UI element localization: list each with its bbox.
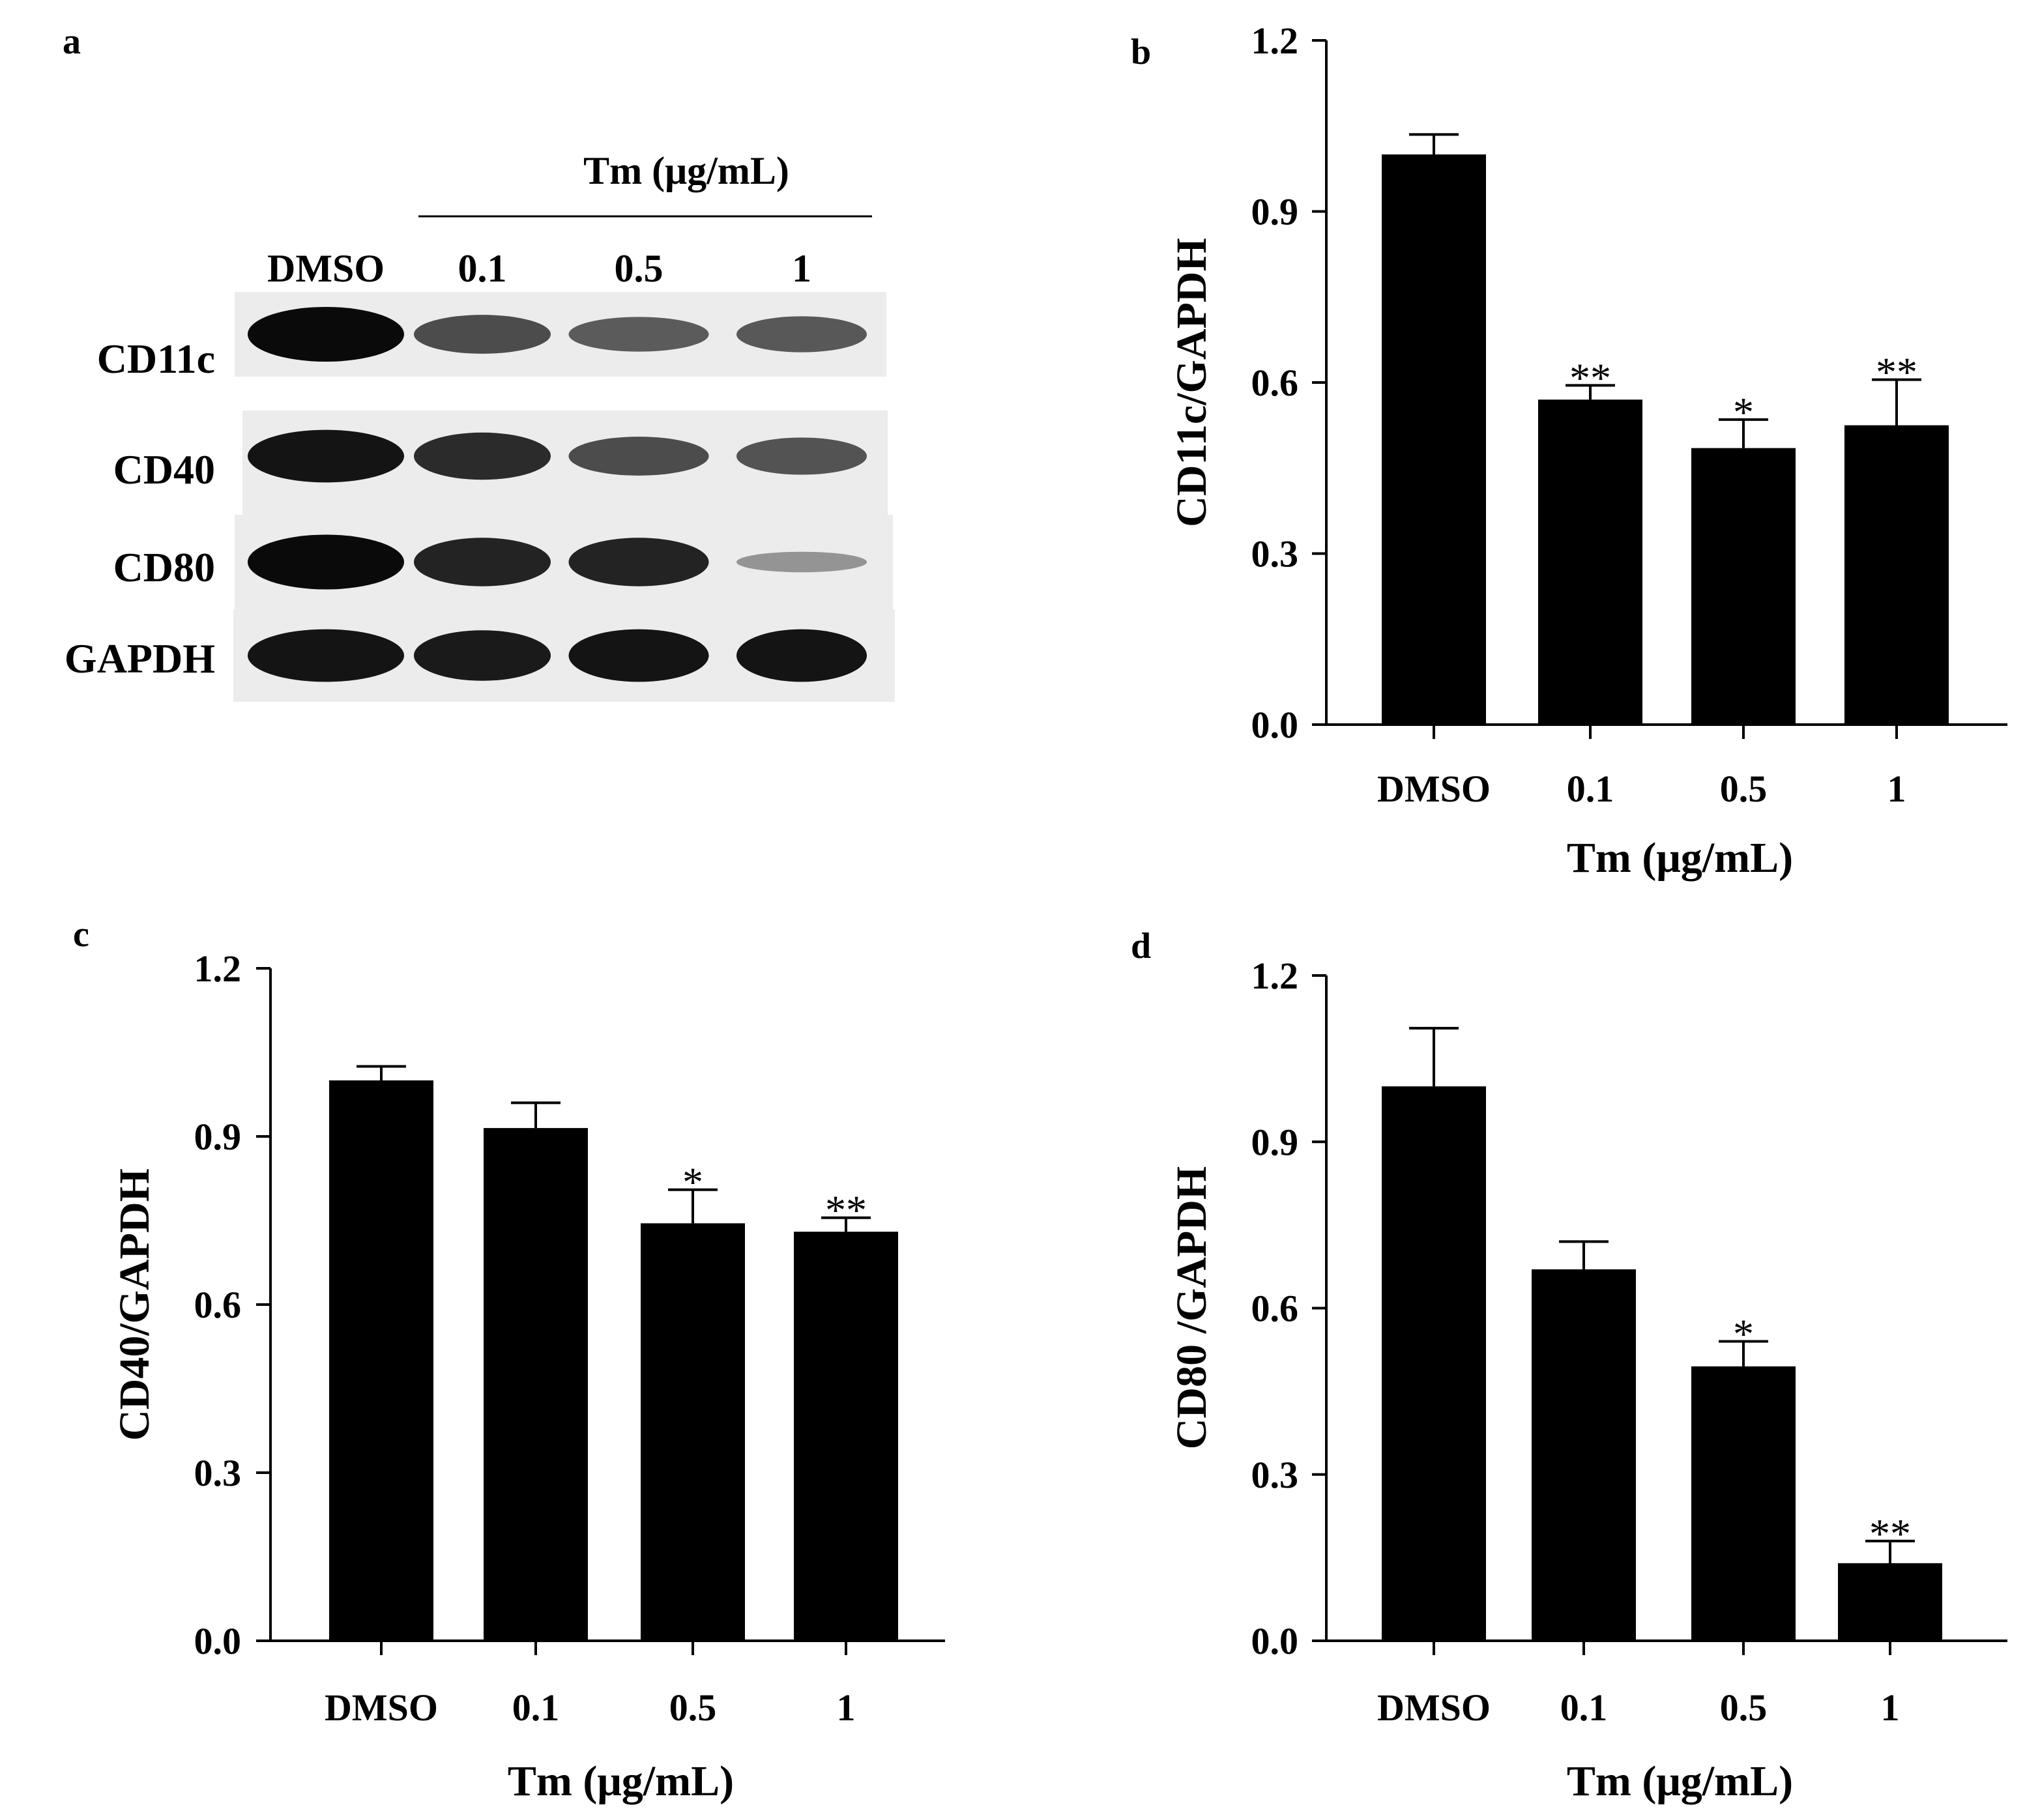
x-tick-label: 1 [1887,768,1906,810]
y-tick-label: 0.9 [1251,191,1299,233]
x-tick-label: 0.1 [1567,768,1614,810]
significance-marker: ** [1569,354,1611,401]
x-tick-label: 0.5 [1720,768,1768,810]
blot-band [568,629,709,682]
blot-band [736,551,867,573]
bar [1382,154,1486,725]
western-blot: Tm (μg/mL) DMSO 0.1 0.5 1 CD11c CD40 CD8… [65,149,895,702]
x-axis-label: Tm (μg/mL) [508,1757,734,1805]
blot-band [248,429,404,483]
bar [329,1080,433,1641]
x-tick-label: DMSO [1377,1686,1491,1729]
blot-band [736,437,867,475]
x-axis-label: Tm (μg/mL) [1567,834,1793,882]
bar [794,1232,898,1641]
significance-marker: * [1733,389,1754,435]
blot-band [248,534,404,590]
chart-cd40: 0.0 0.3 0.6 0.9 1.2 CD40/GAPDH Tm (μg/mL) DMSO 0… [111,947,945,1805]
chart-cd80: 0.0 0.3 0.6 0.9 1.2 CD80 /GAPDH Tm (μg/mL) DMSO… [1168,955,2007,1805]
panel-label-a: a [63,22,81,62]
x-tick-label: DMSO [325,1686,438,1729]
blot-band [736,316,867,353]
x-tick-label: 0.1 [1560,1686,1608,1729]
blot-strips [233,292,895,702]
significance-marker: ** [825,1187,867,1234]
y-tick-label: 0.3 [1251,1454,1299,1496]
blot-band [248,307,404,362]
blot-band [248,629,404,682]
bar [1691,1366,1796,1641]
blot-row-label-gapdh: GAPDH [65,635,215,682]
bar [1691,448,1796,725]
blot-row-label-cd80: CD80 [113,544,215,590]
blot-row-label-cd40: CD40 [113,446,215,493]
blot-band [414,432,551,480]
y-axis-label: CD40/GAPDH [111,1168,158,1441]
blot-band [568,437,709,476]
blot-lane-label-0-1: 0.1 [458,247,507,290]
y-tick-label: 0.9 [194,1116,242,1158]
bar [1532,1269,1636,1641]
blot-band [568,538,709,586]
blot-lane-label-1: 1 [792,247,811,290]
blot-band [414,630,551,681]
blot-band [414,315,551,354]
y-tick-label: 0.0 [1251,704,1299,746]
bar [1838,1563,1942,1641]
y-tick-label: 0.0 [194,1620,242,1662]
y-tick-label: 0.6 [1251,1288,1299,1330]
panel-label-c: c [73,914,89,955]
significance-marker: ** [1876,349,1917,396]
blot-row-label-cd11c: CD11c [97,336,215,382]
significance-marker: ** [1869,1510,1911,1557]
panel-label-b: b [1131,32,1151,72]
significance-marker: * [682,1159,703,1206]
bar [1382,1086,1486,1641]
blot-band [414,538,551,586]
y-tick-label: 0.3 [194,1452,242,1494]
bar [1844,425,1949,725]
y-axis-label: CD80 /GAPDH [1168,1166,1216,1449]
x-axis-label: Tm (μg/mL) [1567,1757,1793,1805]
panel-label-d: d [1131,926,1151,966]
x-tick-label: 1 [837,1686,856,1729]
y-tick-label: 1.2 [1251,955,1299,997]
y-tick-label: 0.6 [194,1284,242,1326]
x-tick-label: 0.5 [669,1686,717,1729]
blot-treatment-label: Tm (μg/mL) [583,149,789,192]
chart-cd11c: 0.0 0.3 0.6 0.9 1.2 CD11c/GAPDH Tm (μg/mL) DMSO… [1168,20,2007,882]
x-tick-label: 1 [1881,1686,1900,1729]
y-tick-label: 0.9 [1251,1121,1299,1163]
blot-lane-label-0-5: 0.5 [615,247,663,290]
blot-band [568,317,709,352]
x-tick-label: 0.1 [512,1686,560,1729]
blot-lane-label-dmso: DMSO [267,247,385,290]
y-tick-label: 0.0 [1251,1620,1299,1662]
blot-band [736,629,867,682]
y-tick-label: 0.6 [1251,362,1299,404]
x-tick-label: DMSO [1377,768,1491,810]
y-axis-label: CD11c/GAPDH [1168,238,1216,527]
bar [641,1223,745,1641]
y-tick-label: 1.2 [194,947,242,990]
x-tick-label: 0.5 [1720,1686,1768,1729]
y-tick-label: 0.3 [1251,533,1299,575]
bar [484,1128,588,1641]
significance-marker: * [1733,1311,1754,1357]
y-tick-label: 1.2 [1251,20,1299,62]
bar [1538,399,1642,725]
